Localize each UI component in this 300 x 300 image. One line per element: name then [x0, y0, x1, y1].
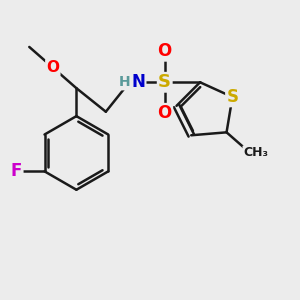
Text: O: O — [158, 104, 172, 122]
Text: N: N — [131, 73, 145, 91]
Text: CH₃: CH₃ — [244, 146, 268, 159]
Text: F: F — [11, 162, 22, 180]
Text: S: S — [158, 73, 171, 91]
Text: H: H — [119, 75, 131, 89]
Text: O: O — [46, 60, 59, 75]
Text: O: O — [158, 42, 172, 60]
Text: S: S — [226, 88, 238, 106]
